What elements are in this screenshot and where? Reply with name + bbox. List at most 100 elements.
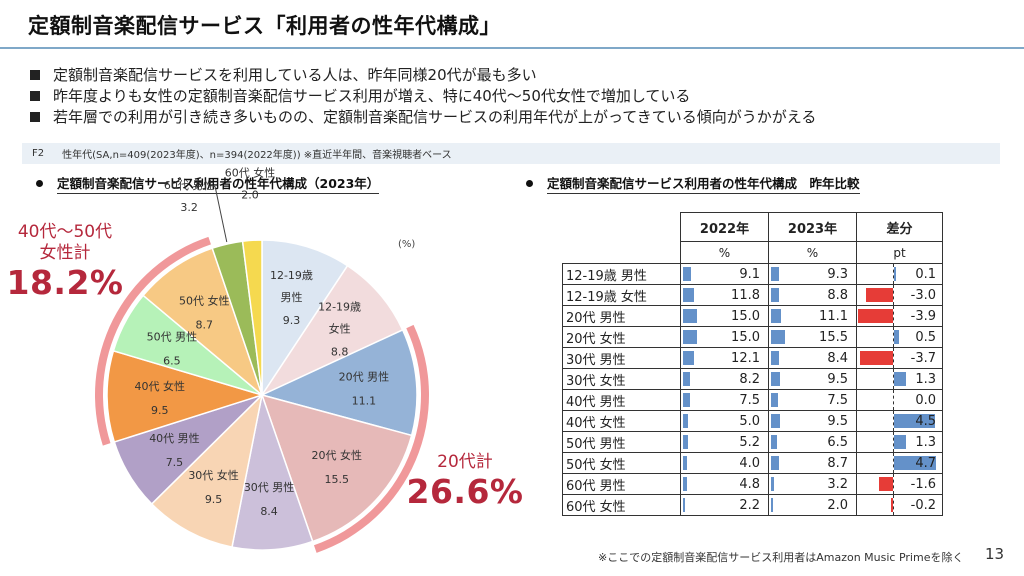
zero-axis-line — [893, 285, 894, 305]
value-cell-y2023: 9.3 — [768, 263, 857, 285]
cell-value: 6.5 — [827, 434, 848, 450]
slice-label: 50代 女性 — [179, 294, 230, 308]
zero-axis-line — [893, 348, 894, 368]
data-bar — [683, 435, 688, 449]
data-bar — [683, 351, 694, 365]
pie-heading-text: 定額制音楽配信サービス利用者の性年代構成（2023年） — [57, 173, 380, 194]
value-cell-y2023: 3.2 — [768, 473, 857, 495]
value-cell-y2022: 15.0 — [680, 305, 769, 327]
cell-value: 2.0 — [827, 497, 848, 513]
data-bar — [771, 414, 780, 428]
row-label: 40代 男性 — [562, 389, 681, 411]
cell-value: 15.0 — [731, 329, 760, 345]
pie-slice — [259, 328, 418, 437]
data-bar — [683, 456, 687, 470]
value-cell-y2023: 11.1 — [768, 305, 857, 327]
data-bar — [771, 456, 779, 470]
data-bar — [683, 414, 688, 428]
row-label: 12-19歳 男性 — [562, 263, 681, 285]
leader-line — [210, 184, 228, 243]
value-cell-y2023: 9.5 — [768, 410, 857, 432]
table-row: 12-19歳 女性 11.8 8.8 -3.0 — [562, 284, 943, 306]
table-section-heading: 定額制音楽配信サービス利用者の性年代構成 昨年比較 — [526, 173, 860, 194]
diff-value: 0.0 — [915, 392, 936, 408]
round-bullet-icon — [36, 180, 43, 187]
slice-value: 8.4 — [260, 505, 278, 518]
round-bullet-icon — [526, 180, 533, 187]
diff-value: 0.5 — [915, 329, 936, 345]
cell-value: 3.2 — [827, 476, 848, 492]
diff-cell: -0.2 — [856, 494, 943, 516]
data-bar — [683, 498, 685, 512]
cell-value: 11.8 — [731, 287, 760, 303]
data-bar — [683, 330, 697, 344]
callout-20s-total: 20代計 26.6% — [402, 452, 528, 511]
data-bar — [771, 288, 779, 302]
diff-value: 1.3 — [915, 434, 936, 450]
pie-slice — [241, 239, 263, 396]
table-row: 40代 女性 5.0 9.5 4.5 — [562, 410, 943, 432]
slice-value: 9.5 — [205, 493, 223, 506]
value-cell-y2023: 8.8 — [768, 284, 857, 306]
value-cell-y2022: 11.8 — [680, 284, 769, 306]
diff-bar — [894, 414, 935, 428]
data-bar — [771, 435, 777, 449]
value-cell-y2022: 9.1 — [680, 263, 769, 285]
value-cell-y2022: 2.2 — [680, 494, 769, 516]
source-text: 性年代(SA,n=409(2023年度)、n=394(2022年度)) ※直近半… — [62, 150, 452, 161]
callout-label: 20代計 — [437, 452, 493, 472]
diff-cell: -3.9 — [856, 305, 943, 327]
diff-bar — [894, 267, 896, 281]
diff-bar — [859, 351, 893, 365]
highlight-arc — [313, 324, 429, 553]
table-row: 20代 男性 15.0 11.1 -3.9 — [562, 305, 943, 327]
question-code: F2 — [32, 148, 45, 159]
source-note-bar: F2 性年代(SA,n=409(2023年度)、n=394(2022年度)) ※… — [22, 143, 1000, 164]
value-cell-y2022: 15.0 — [680, 326, 769, 348]
slice-label: 20代 男性 — [339, 369, 390, 383]
row-label: 60代 女性 — [562, 494, 681, 516]
diff-value: -0.2 — [910, 497, 936, 513]
slice-label: 20代 女性 — [312, 448, 363, 462]
diff-value: -3.7 — [910, 350, 936, 366]
cell-value: 9.1 — [739, 266, 760, 282]
value-cell-y2022: 4.0 — [680, 452, 769, 474]
row-label: 30代 女性 — [562, 368, 681, 390]
callout-40s-50s-female: 40代～50代 女性計 18.2% — [2, 222, 128, 302]
callout-value: 26.6% — [406, 472, 524, 511]
diff-value: -1.6 — [910, 476, 936, 492]
cell-value: 4.0 — [739, 455, 760, 471]
callout-label: 40代～50代 — [17, 222, 113, 242]
diff-cell: 4.7 — [856, 452, 943, 474]
table-heading-text: 定額制音楽配信サービス利用者の性年代構成 昨年比較 — [547, 173, 860, 194]
bullet-item: 定額制音楽配信サービスを利用している人は、昨年同様20代が最も多い — [30, 64, 816, 85]
slice-label: 50代 男性 — [147, 330, 198, 344]
data-bar — [771, 372, 780, 386]
slice-value: 2.0 — [241, 188, 259, 201]
value-cell-y2022: 8.2 — [680, 368, 769, 390]
cell-value: 5.0 — [739, 413, 760, 429]
zero-axis-line — [893, 432, 894, 452]
page-number: 13 — [985, 545, 1005, 563]
cell-value: 9.5 — [827, 413, 848, 429]
highlight-arc — [95, 236, 211, 446]
cell-value: 7.5 — [827, 392, 848, 408]
table-row: 50代 男性 5.2 6.5 1.3 — [562, 431, 943, 453]
slice-value: 9.3 — [283, 314, 301, 327]
slice-label: 30代 女性 — [188, 468, 239, 482]
diff-value: -3.0 — [910, 287, 936, 303]
slice-value: 8.7 — [195, 319, 213, 332]
pie-slice — [259, 264, 404, 397]
data-bar — [683, 477, 688, 491]
bullet-text: 昨年度よりも女性の定額制音楽配信サービス利用が増え、特に40代～50代女性で増加… — [53, 87, 691, 105]
table-row: 30代 女性 8.2 9.5 1.3 — [562, 368, 943, 390]
pie-unit-label: (%) — [398, 239, 416, 250]
diff-value: -3.9 — [910, 308, 936, 324]
value-cell-y2022: 5.2 — [680, 431, 769, 453]
zero-axis-line — [893, 474, 894, 494]
table-row: 12-19歳 男性 9.1 9.3 0.1 — [562, 263, 943, 285]
callout-value: 18.2% — [6, 263, 124, 302]
table-row: 20代 女性 15.0 15.5 0.5 — [562, 326, 943, 348]
row-label: 40代 女性 — [562, 410, 681, 432]
